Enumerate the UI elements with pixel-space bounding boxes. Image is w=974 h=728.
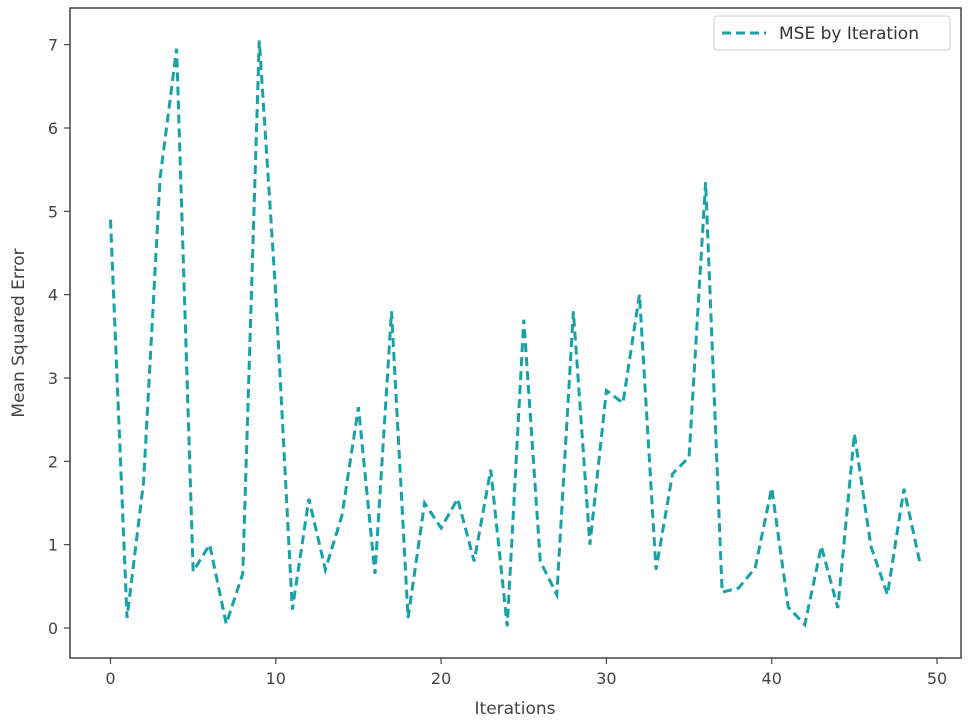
y-tick-label: 1 <box>48 536 58 555</box>
x-tick-label: 30 <box>596 669 616 688</box>
y-tick-label: 4 <box>48 286 58 305</box>
x-tick-label: 0 <box>105 669 115 688</box>
y-tick-label: 7 <box>48 36 58 55</box>
x-axis: 0 10 20 30 40 50 <box>105 658 947 688</box>
x-axis-label: Iterations <box>475 699 556 719</box>
y-tick-label: 3 <box>48 369 58 388</box>
series-line-mse-by-iteration <box>109 40 922 630</box>
legend: MSE by Iteration <box>713 15 951 51</box>
x-tick-label: 50 <box>927 669 947 688</box>
y-tick-label: 2 <box>48 452 58 471</box>
x-tick-label: 10 <box>266 669 286 688</box>
y-tick-label: 6 <box>48 119 58 138</box>
y-tick-label: 5 <box>48 202 58 221</box>
y-axis: 0 1 2 3 4 5 6 7 <box>48 36 70 638</box>
y-tick-label: 0 <box>48 619 58 638</box>
legend-box <box>713 15 951 51</box>
x-tick-label: 20 <box>431 669 451 688</box>
plot-area <box>69 7 962 659</box>
y-axis-label: Mean Squared Error <box>9 248 29 417</box>
x-tick-label: 40 <box>762 669 782 688</box>
legend-label: MSE by Iteration <box>779 24 919 44</box>
